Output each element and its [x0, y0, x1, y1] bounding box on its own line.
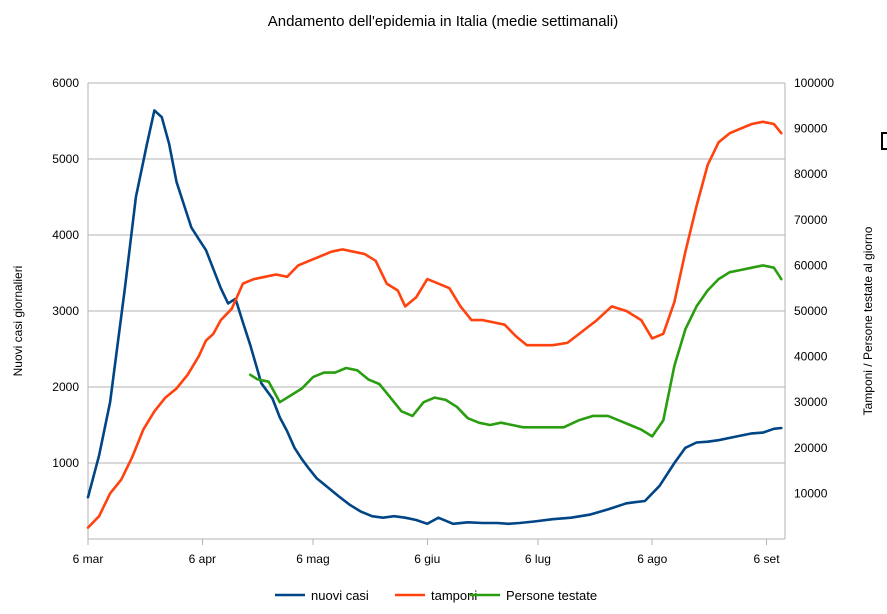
- grid: [87, 82, 786, 545]
- x-tick-label: 6 set: [754, 552, 781, 566]
- x-tick-label: 6 mar: [73, 552, 104, 566]
- right-tick-label: 50000: [794, 304, 828, 318]
- legend: nuovi casi tamponi Persone testate: [275, 588, 597, 603]
- left-tick-label: 4000: [52, 228, 79, 242]
- series-line-nuovi-casi: [86, 109, 783, 526]
- left-axis-label: Nuovi casi giornalieri: [11, 266, 25, 377]
- clipped-legend-marker: [881, 132, 887, 150]
- right-axis-ticks: 10000 20000 30000 40000 50000 60000 70000 80000…: [794, 76, 834, 500]
- left-axis-ticks: 1000 2000 3000 4000 5000 6000: [52, 76, 79, 470]
- right-tick-label: 90000: [794, 122, 828, 136]
- x-tick-label: 6 mag: [296, 552, 329, 566]
- series-line-persone-testate: [249, 264, 783, 438]
- legend-label: nuovi casi: [311, 588, 369, 603]
- right-axis-label: Tamponi / Persone testate al giorno: [861, 226, 875, 415]
- right-tick-label: 100000: [794, 76, 834, 90]
- x-tick-label: 6 giu: [414, 552, 440, 566]
- chart-title: Andamento dell'epidemia in Italia (medie…: [268, 13, 619, 30]
- series-line-tamponi: [86, 120, 783, 529]
- right-tick-label: 40000: [794, 350, 828, 364]
- right-tick-label: 30000: [794, 395, 828, 409]
- right-tick-label: 70000: [794, 213, 828, 227]
- left-tick-label: 2000: [52, 380, 79, 394]
- x-tick-label: 6 apr: [189, 552, 216, 566]
- right-tick-label: 10000: [794, 486, 828, 500]
- legend-label: tamponi: [431, 588, 477, 603]
- right-tick-label: 20000: [794, 441, 828, 455]
- right-tick-label: 60000: [794, 258, 828, 272]
- legend-label: Persone testate: [506, 588, 597, 603]
- x-tick-label: 6 ago: [637, 552, 667, 566]
- series-group: [86, 109, 783, 529]
- left-tick-label: 1000: [52, 456, 79, 470]
- x-tick-label: 6 lug: [525, 552, 551, 566]
- left-tick-label: 6000: [52, 76, 79, 90]
- x-axis-ticks: 6 mar 6 apr 6 mag 6 giu 6 lug 6 ago 6 set: [73, 552, 781, 566]
- left-tick-label: 5000: [52, 152, 79, 166]
- right-tick-label: 80000: [794, 167, 828, 181]
- left-tick-label: 3000: [52, 304, 79, 318]
